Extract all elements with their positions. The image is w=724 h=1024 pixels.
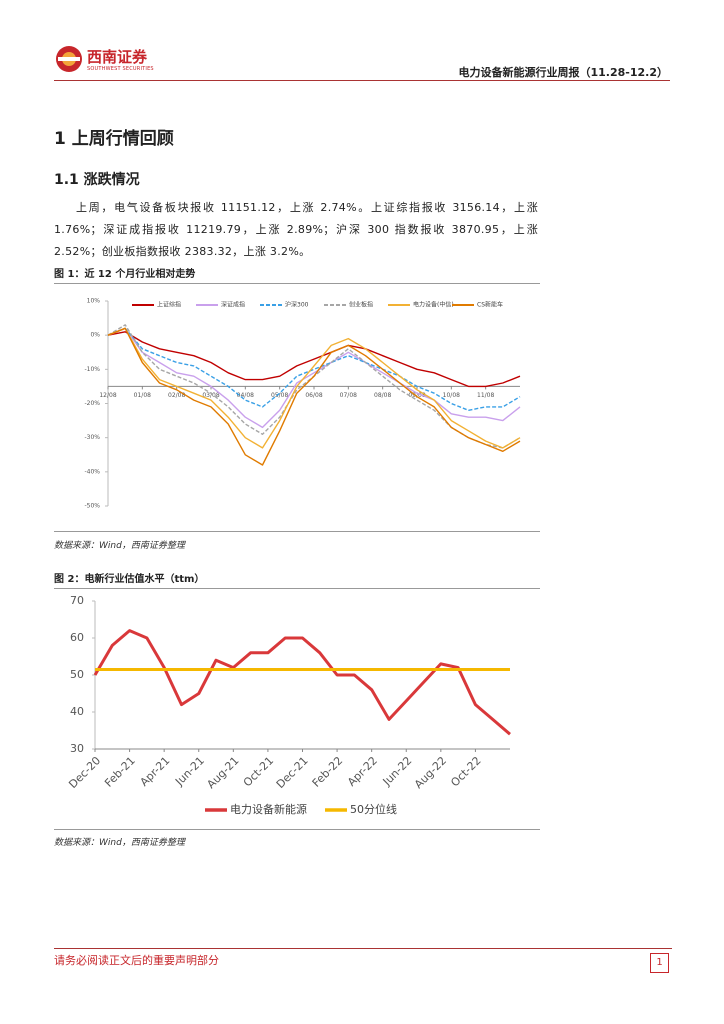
y-tick-label: -40% xyxy=(84,468,100,475)
section-subtitle: 1.1 涨跌情况 xyxy=(54,172,140,188)
series-line xyxy=(107,327,521,449)
x-tick-label: 12/08 xyxy=(99,392,116,399)
legend-label: CS新能车 xyxy=(477,301,503,309)
x-tick-label: Dec-21 xyxy=(274,754,311,791)
figure-rule xyxy=(54,283,540,284)
y-tick-label: 0% xyxy=(90,332,100,339)
x-tick-label: Jun-22 xyxy=(380,754,415,789)
logo-name: 西南证券 xyxy=(87,48,148,66)
logo-icon xyxy=(56,46,82,72)
section-title: 1 上周行情回顾 xyxy=(54,129,174,149)
series-line xyxy=(107,327,521,466)
figure-source: 数据来源：Wind，西南证券整理 xyxy=(54,541,185,551)
x-tick-label: 06/08 xyxy=(305,392,322,399)
y-tick-label: 50 xyxy=(70,668,84,681)
x-tick-label: 01/08 xyxy=(134,392,151,399)
y-tick-label: 60 xyxy=(70,631,84,644)
legend-label: 50分位线 xyxy=(350,802,397,816)
x-tick-label: Aug-22 xyxy=(412,754,449,791)
figure-caption: 图 1：近 12 个月行业相对走势 xyxy=(54,269,196,280)
logo-en: SOUTHWEST SECURITIES xyxy=(87,66,154,72)
x-tick-label: 08/08 xyxy=(374,392,391,399)
y-tick-label: -50% xyxy=(84,503,100,510)
x-tick-label: 05/08 xyxy=(271,392,288,399)
y-tick-label: -20% xyxy=(84,400,100,407)
x-tick-label: 09/08 xyxy=(408,392,425,399)
x-tick-label: 02/08 xyxy=(168,392,185,399)
paragraph: 上周，电气设备板块报收 11151.12，上涨 2.74%。上证综指报收 315… xyxy=(54,201,538,258)
x-tick-label: Apr-22 xyxy=(345,754,380,789)
y-tick-label: 70 xyxy=(70,594,84,607)
x-tick-label: Oct-22 xyxy=(448,754,483,789)
chart: 10% 0% -10% -20% -30% -40% -50% 12/08 01/08 02/08… xyxy=(84,298,521,510)
x-tick-label: 03/08 xyxy=(202,392,219,399)
figure-rule xyxy=(54,531,540,532)
page-number: 1 xyxy=(650,953,669,973)
legend-label: 电力设备(中信) xyxy=(413,301,454,309)
x-tick-label: Oct-21 xyxy=(241,754,276,789)
series-line xyxy=(107,331,521,388)
x-tick-label: 11/08 xyxy=(477,392,494,399)
y-tick-label: 30 xyxy=(70,742,84,755)
legend-label: 深证成指 xyxy=(221,301,245,309)
legend-label: 上证综指 xyxy=(157,301,181,309)
x-tick-label: 07/08 xyxy=(340,392,357,399)
x-tick-label: Dec-20 xyxy=(66,754,103,791)
disclaimer: 请务必阅读正文后的重要声明部分 xyxy=(54,954,219,967)
y-tick-label: -10% xyxy=(84,366,100,373)
x-tick-label: Jun-21 xyxy=(172,754,207,789)
figure-rule xyxy=(54,829,540,830)
figure-source: 数据来源：Wind，西南证券整理 xyxy=(54,838,185,848)
series-line xyxy=(93,629,511,736)
y-tick-label: 40 xyxy=(70,705,84,718)
figure-caption: 图 2：电新行业估值水平（ttm） xyxy=(54,574,205,585)
series-line xyxy=(107,327,521,429)
legend-label: 创业板指 xyxy=(349,301,373,309)
y-tick-label: -30% xyxy=(84,434,100,441)
legend-label: 电力设备新能源 xyxy=(230,802,307,816)
figure-rule xyxy=(54,588,540,589)
footer-rule xyxy=(54,948,672,949)
x-tick-label: Feb-21 xyxy=(102,754,138,790)
x-tick-label: Apr-21 xyxy=(138,754,173,789)
y-tick-label: 10% xyxy=(87,298,101,305)
header-rule xyxy=(54,80,670,81)
x-tick-label: Aug-21 xyxy=(204,754,241,791)
report-title: 电力设备新能源行业周报（11.28-12.2） xyxy=(458,66,669,79)
x-tick-label: 10/08 xyxy=(443,392,460,399)
x-tick-label: 04/08 xyxy=(237,392,254,399)
legend-label: 沪深300 xyxy=(285,301,309,309)
x-tick-label: Feb-22 xyxy=(310,754,346,790)
